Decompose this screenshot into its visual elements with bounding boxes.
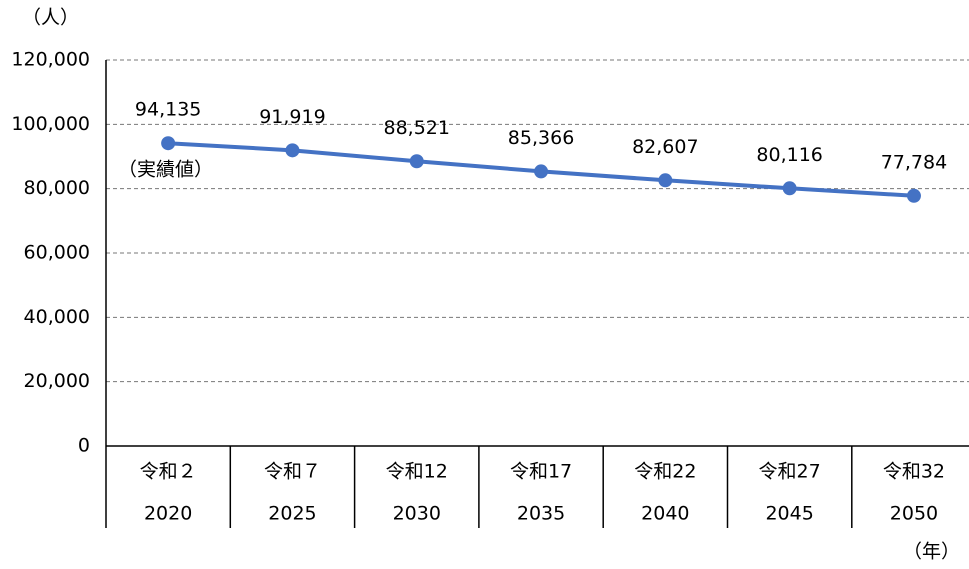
y-tick-label: 40,000 — [24, 306, 90, 328]
x-tick-label: 令和17 — [510, 461, 572, 483]
y-tick-label: 0 — [78, 435, 90, 457]
x-tick-label: 令和７ — [264, 461, 321, 483]
data-label: 77,784 — [881, 151, 947, 173]
point — [161, 136, 176, 151]
point — [534, 164, 549, 179]
y-tick-label: 120,000 — [11, 49, 90, 71]
x-tick-year: 2040 — [641, 503, 689, 525]
point — [409, 154, 424, 169]
point — [906, 188, 921, 203]
data-label: 85,366 — [508, 127, 574, 149]
x-tick-year: 2035 — [517, 503, 565, 525]
data-label: 91,919 — [259, 106, 325, 128]
y-tick-label: 100,000 — [11, 113, 90, 135]
x-tick-label: 令和22 — [634, 461, 696, 483]
data-label: 80,116 — [756, 144, 822, 166]
point — [285, 143, 300, 158]
x-tick-label: 令和27 — [759, 461, 821, 483]
y-tick-label: 60,000 — [24, 242, 90, 264]
annotation: （実績値） — [118, 159, 213, 181]
x-tick-year: 2020 — [144, 503, 192, 525]
x-tick-label: 令和12 — [386, 461, 448, 483]
x-unit: （年） — [903, 541, 960, 563]
x-tick-label: 令和２ — [140, 461, 197, 483]
x-tick-year: 2030 — [393, 503, 441, 525]
data-label: 94,135 — [135, 99, 201, 121]
y-tick-label: 20,000 — [24, 370, 90, 392]
x-tick-year: 2045 — [765, 503, 813, 525]
y-tick-label: 80,000 — [24, 177, 90, 199]
point — [658, 173, 673, 188]
x-tick-year: 2050 — [890, 503, 938, 525]
data-label: 82,607 — [632, 136, 698, 158]
y-unit: （人） — [22, 7, 79, 29]
x-tick-label: 令和32 — [883, 461, 945, 483]
point — [782, 181, 797, 196]
data-label: 88,521 — [384, 117, 450, 139]
x-tick-year: 2025 — [268, 503, 316, 525]
